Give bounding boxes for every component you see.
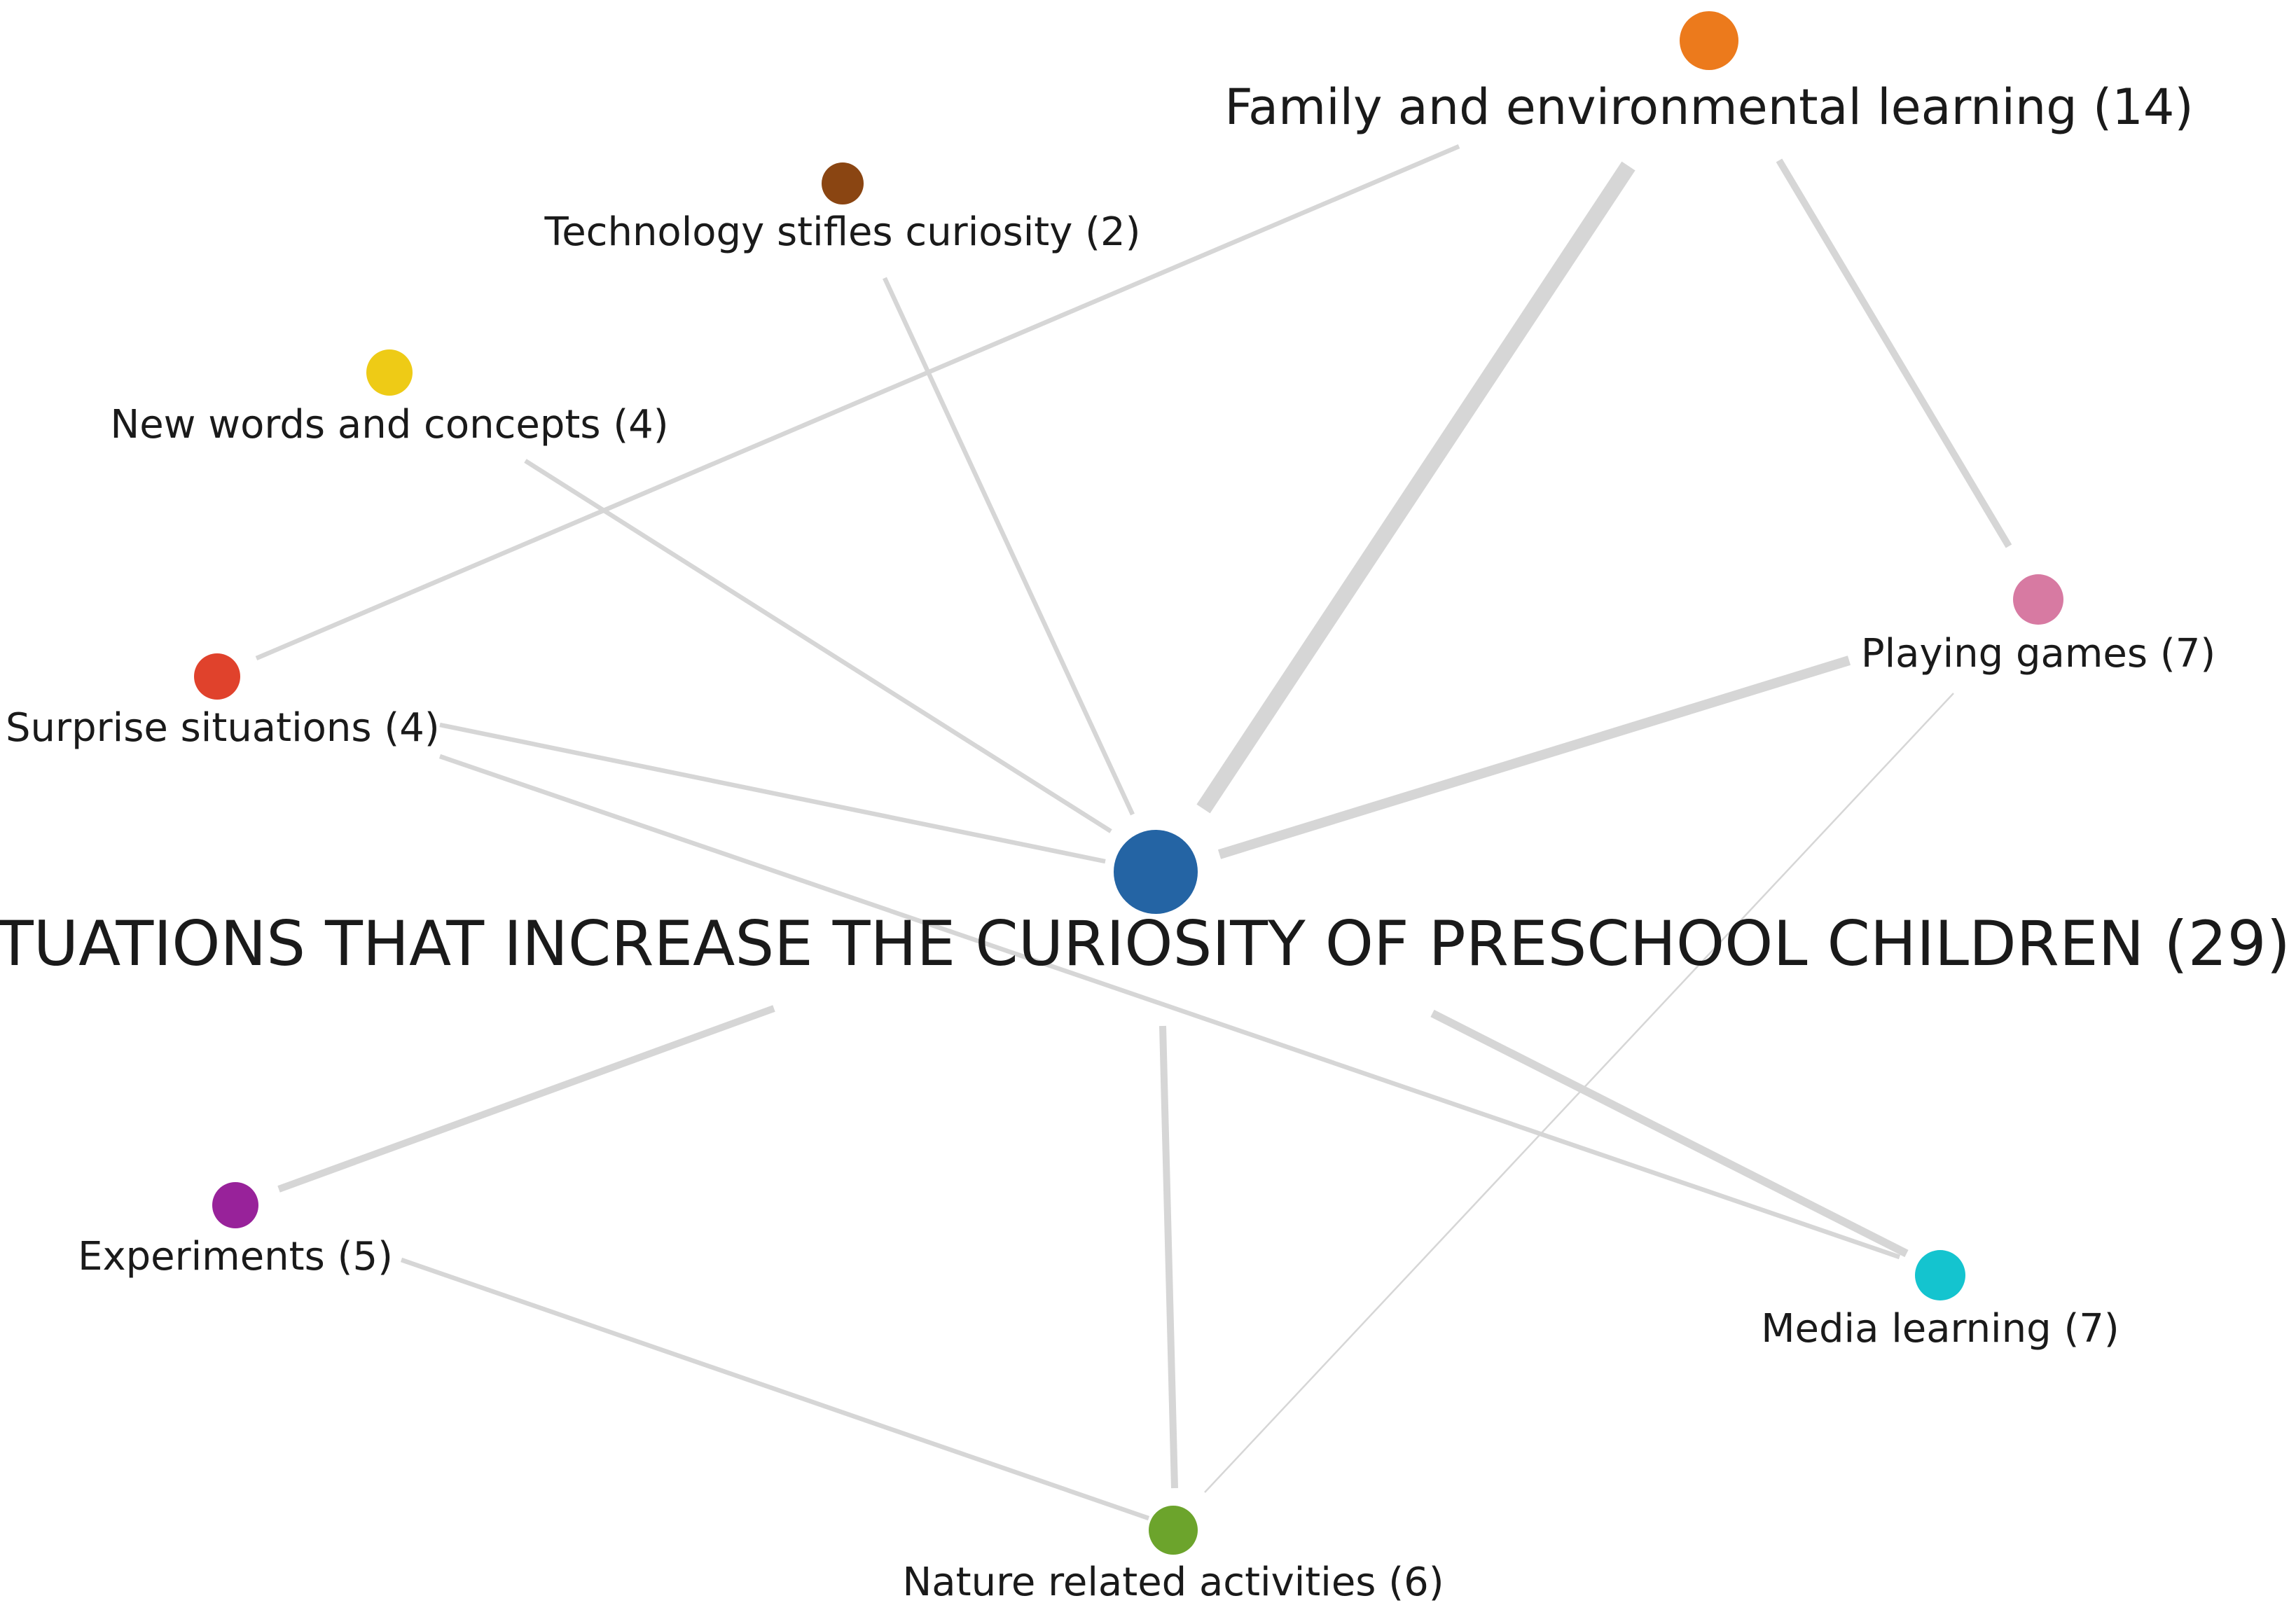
node-family: [1680, 11, 1738, 70]
node-nature: [1149, 1506, 1198, 1555]
node-label-newwords: New words and concepts (4): [110, 402, 668, 447]
edge-center-family: [1196, 161, 1635, 814]
edge-family-playing: [1776, 158, 2012, 548]
node-label-center: SITUATIONS THAT INCREASE THE CURIOSITY O…: [0, 908, 2290, 980]
node-surprise: [194, 653, 240, 700]
edge-center-playing: [1217, 655, 1851, 859]
edge-center-newwords: [524, 459, 1112, 833]
nodes-layer: [194, 11, 2063, 1555]
node-label-technology: Technology stifles curiosity (2): [544, 209, 1141, 255]
edge-center-nature: [1159, 1025, 1178, 1489]
node-label-playing: Playing games (7): [1861, 631, 2215, 676]
node-playing: [2013, 574, 2063, 625]
labels-layer: SITUATIONS THAT INCREASE THE CURIOSITY O…: [0, 78, 2290, 1605]
node-label-media: Media learning (7): [1761, 1306, 2119, 1352]
edge-family-surprise: [255, 144, 1460, 660]
node-label-surprise: Surprise situations (4): [6, 705, 440, 751]
node-experiments: [212, 1182, 258, 1228]
edge-center-media: [1430, 1009, 1909, 1258]
node-label-nature: Nature related activities (6): [902, 1560, 1444, 1605]
node-technology: [822, 162, 864, 204]
edges-layer: [255, 144, 2012, 1521]
node-label-experiments: Experiments (5): [78, 1234, 393, 1279]
edge-center-technology: [883, 277, 1135, 816]
edge-center-surprise: [439, 722, 1106, 864]
edge-center-experiments: [277, 1005, 775, 1193]
edge-playing-nature: [1204, 693, 1954, 1493]
node-label-family: Family and environmental learning (14): [1224, 78, 2193, 136]
edge-surprise-media: [438, 754, 1901, 1260]
node-newwords: [366, 349, 413, 396]
node-center: [1114, 830, 1198, 914]
edge-experiments-nature: [400, 1257, 1150, 1521]
node-media: [1915, 1250, 1965, 1300]
